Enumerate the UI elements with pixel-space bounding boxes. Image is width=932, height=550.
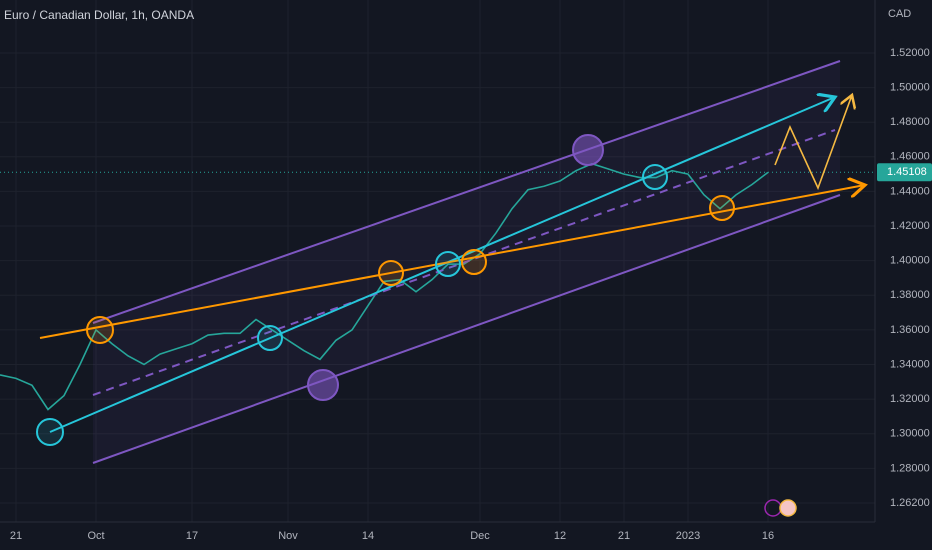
event-icon[interactable] — [779, 499, 797, 517]
chart-title: Euro / Canadian Dollar, 1h, OANDA — [4, 8, 194, 22]
drawings — [36, 60, 865, 464]
marker-circle — [86, 316, 114, 344]
x-tick-label: 16 — [762, 530, 774, 542]
y-tick-label: 1.28000 — [890, 462, 930, 474]
x-tick-label: 2023 — [676, 530, 700, 542]
y-tick-label: 1.48000 — [890, 116, 930, 128]
y-tick-label: 1.40000 — [890, 255, 930, 267]
y-tick-label: 1.38000 — [890, 289, 930, 301]
y-tick-label: 1.42000 — [890, 220, 930, 232]
channel-lower — [92, 194, 841, 464]
marker-circle — [257, 325, 283, 351]
y-tick-label: 1.32000 — [890, 393, 930, 405]
channel-mid — [92, 129, 836, 396]
marker-circle — [642, 164, 668, 190]
x-tick-label: Dec — [470, 530, 490, 542]
currency-label: CAD — [888, 8, 911, 20]
projection — [774, 95, 852, 191]
marker-circle — [36, 418, 64, 446]
orange-trendline — [39, 185, 865, 339]
x-tick-label: 17 — [186, 530, 198, 542]
x-tick-label: 12 — [554, 530, 566, 542]
last-price-tag — [877, 163, 932, 182]
y-tick-label: 1.50000 — [890, 81, 930, 93]
marker-circle — [572, 134, 604, 166]
y-tick-label: 1.36000 — [890, 324, 930, 336]
marker-circle — [709, 195, 735, 221]
last-price-label: 1.45108 — [887, 166, 927, 178]
y-tick-label: 1.34000 — [890, 358, 930, 370]
plot — [0, 162, 875, 411]
x-tick-label: Nov — [278, 530, 298, 542]
y-tick-label: 1.30000 — [890, 428, 930, 440]
price-line — [0, 162, 769, 411]
grid — [0, 0, 875, 522]
marker-circle — [461, 249, 487, 275]
x-tick-label: Oct — [87, 530, 104, 542]
x-tick-label: 21 — [10, 530, 22, 542]
marker-circle — [435, 251, 461, 277]
y-tick-label: 1.52000 — [890, 47, 930, 59]
cyan-trendline — [49, 97, 835, 433]
marker-circle — [378, 260, 404, 286]
channel-upper — [92, 60, 841, 324]
y-tick-label: 1.44000 — [890, 185, 930, 197]
marker-circle — [307, 369, 339, 401]
y-tick-label: 1.46000 — [890, 151, 930, 163]
y-tick-label: 1.26200 — [890, 497, 930, 509]
x-tick-label: 14 — [362, 530, 374, 542]
x-tick-label: 21 — [618, 530, 630, 542]
